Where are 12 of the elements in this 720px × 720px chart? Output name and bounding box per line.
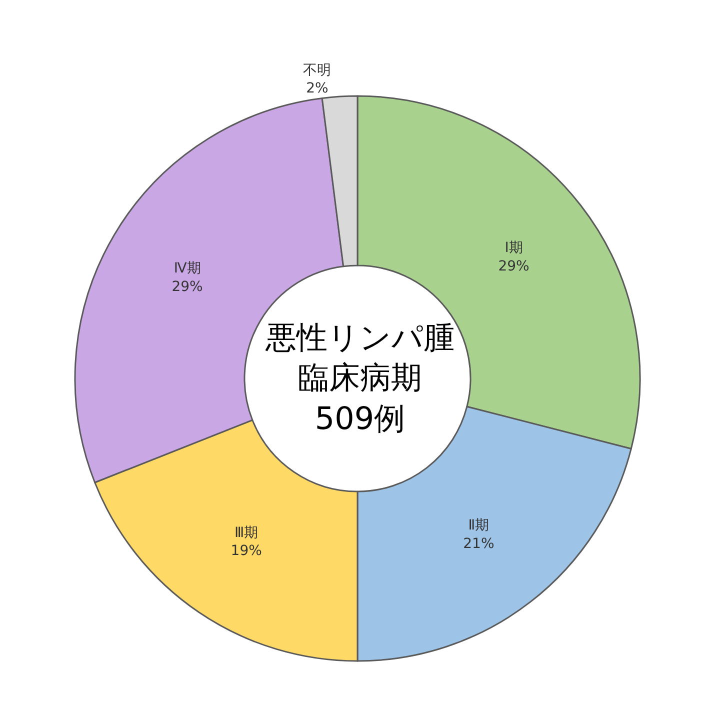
slice-label: 不明 — [303, 62, 332, 78]
data-label: 19% — [230, 543, 262, 560]
data-label: 29% — [498, 258, 530, 274]
data-label: 21% — [463, 536, 494, 552]
slice-label: Ⅳ期 — [174, 260, 201, 277]
text: 509例 — [314, 400, 406, 439]
slice-label: Ⅰ期 — [504, 240, 523, 256]
data-label: 29% — [172, 278, 203, 295]
text: 悪性リンパ腫臨床病期 — [265, 319, 455, 398]
slice-label: Ⅲ期 — [234, 524, 258, 541]
data-label: 2% — [306, 80, 328, 97]
slice-label: Ⅱ期 — [468, 518, 490, 534]
